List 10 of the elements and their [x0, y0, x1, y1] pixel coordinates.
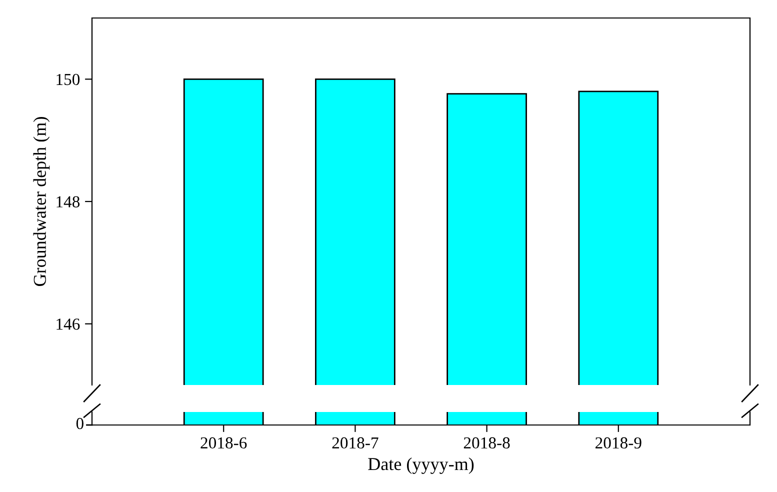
- x-tick-label: 2018-7: [332, 437, 378, 449]
- y-axis-title: Groundwater depth (m): [33, 117, 50, 286]
- y-tick-label: 148: [56, 196, 80, 208]
- x-tick-label: 2018-6: [200, 437, 247, 449]
- text: 0: [76, 418, 84, 430]
- y-tick-label: 146: [56, 318, 80, 330]
- x-axis-title: Date (yyyy-m): [368, 457, 474, 474]
- x-tick-label: 2018-9: [596, 437, 642, 449]
- y-tick-label: 150: [56, 74, 80, 86]
- x-tick-label: 2018-8: [464, 437, 510, 449]
